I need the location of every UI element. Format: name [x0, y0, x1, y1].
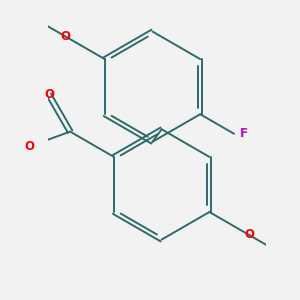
Text: F: F: [240, 127, 248, 140]
Text: H: H: [0, 161, 1, 171]
Text: O: O: [44, 88, 54, 101]
Text: O: O: [244, 229, 254, 242]
Text: O: O: [24, 140, 34, 153]
Text: O: O: [60, 30, 70, 43]
